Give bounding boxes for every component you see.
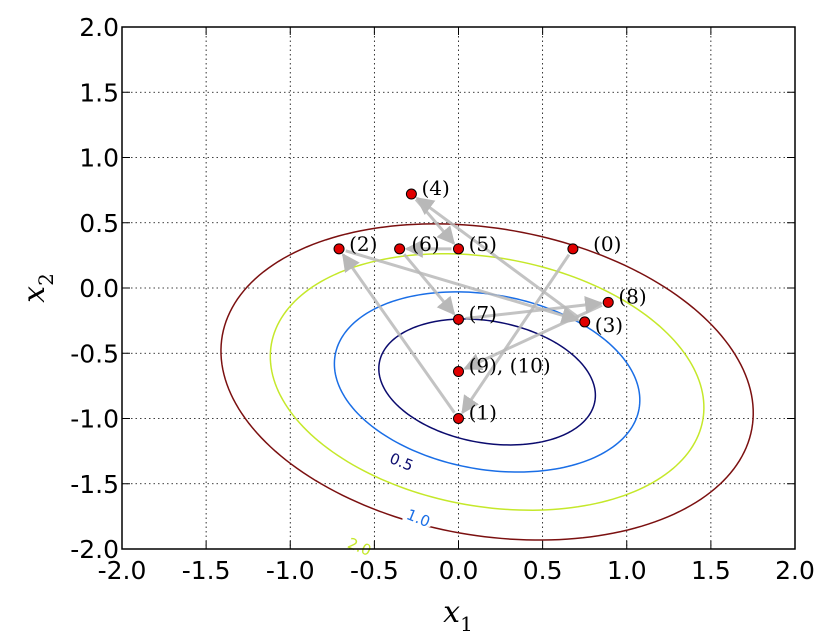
point-label-7: (7) (469, 301, 497, 325)
point-label-5: (5) (469, 232, 497, 256)
iteration-arrow-2 (345, 249, 580, 324)
x-axis-label: x1 (443, 595, 473, 636)
point-labels: (0) (1) (2) (3) (4) (5) (6) (7) (8) (9), (10) (349, 176, 647, 424)
iteration-points (333, 188, 614, 424)
y-tick-label-4: 0.0 (79, 274, 119, 303)
point-label-8: (8) (618, 284, 646, 308)
iteration-arrow-7 (465, 296, 604, 321)
ticks (121, 26, 796, 550)
iteration-arrow-8 (463, 303, 603, 370)
point-label-0: (0) (593, 232, 621, 256)
point-label-2: (2) (349, 232, 377, 256)
x-tick-label-1: -1.5 (182, 556, 231, 585)
iteration-point-5 (453, 243, 464, 255)
iteration-point-6 (394, 243, 406, 255)
contour-line-0 (378, 318, 597, 446)
y-tick-label-2: -1.0 (70, 405, 119, 434)
grid (122, 27, 795, 549)
iteration-point-1 (453, 413, 464, 424)
x-tick-labels: -2.0 -1.5 -1.0 -0.5 0.0 0.5 1.0 1.5 2.0 (98, 556, 815, 585)
contour-label-bg-2 (343, 538, 372, 556)
y-tick-label-3: -0.5 (70, 339, 119, 368)
y-tick-label-5: 0.5 (79, 209, 119, 238)
contour-label-bg-0 (385, 453, 414, 471)
y-tick-label-6: 1.0 (79, 144, 119, 173)
iteration-arrows (341, 196, 604, 415)
x-tick-label-0: -2.0 (98, 556, 147, 585)
iteration-point-3 (579, 316, 591, 328)
x-tick-label-4: 0.0 (439, 556, 479, 585)
iteration-point-9 (453, 366, 464, 378)
x-tick-label-6: 1.0 (607, 556, 647, 585)
contour-line-1 (333, 291, 641, 473)
y-axis-label: x2 (17, 273, 58, 303)
point-label-3: (3) (595, 313, 623, 337)
iteration-arrow-6 (402, 253, 456, 316)
contour-labels: 0.51.02.0 (343, 449, 433, 560)
point-label-4: (4) (421, 176, 449, 200)
iteration-arrow-4 (414, 198, 456, 245)
contours (220, 223, 754, 541)
iteration-point-8 (602, 296, 614, 308)
x-tick-label-7: 1.5 (691, 556, 731, 585)
y-tick-label-0: -2.0 (70, 535, 119, 564)
iteration-point-2 (333, 243, 345, 255)
iteration-arrow-0 (461, 253, 571, 415)
contour-line-3 (220, 223, 754, 541)
y-tick-label-7: 1.5 (79, 78, 119, 107)
contour-label-bg-1 (402, 509, 431, 527)
x-tick-label-8: 2.0 (775, 556, 815, 585)
iteration-arrow-3 (415, 196, 580, 319)
iteration-point-0 (567, 243, 579, 255)
point-label-1: (1) (469, 401, 497, 425)
y-tick-label-8: 2.0 (79, 13, 119, 42)
iteration-point-4 (405, 188, 417, 200)
iteration-point-7 (453, 313, 464, 325)
contour-line-2 (269, 252, 705, 511)
iteration-arrow-1 (341, 253, 456, 414)
y-tick-labels: -2.0 -1.5 -1.0 -0.5 0.0 0.5 1.0 1.5 2.0 (70, 13, 119, 564)
x-tick-label-5: 0.5 (523, 556, 563, 585)
x-tick-label-3: -0.5 (350, 556, 399, 585)
point-label-9: (9), (10) (469, 354, 551, 378)
y-tick-label-1: -1.5 (70, 470, 119, 499)
point-label-6: (6) (411, 232, 439, 256)
x-tick-label-2: -1.0 (266, 556, 315, 585)
